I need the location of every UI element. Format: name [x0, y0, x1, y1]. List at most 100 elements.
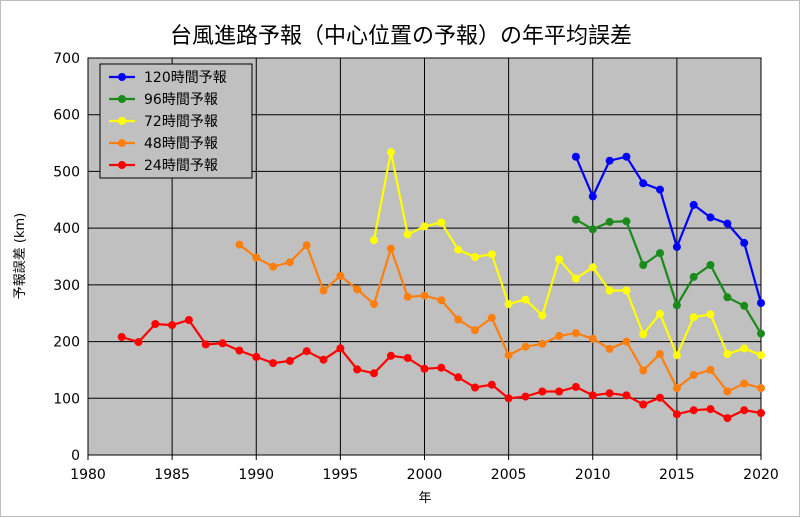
data-point	[571, 152, 580, 161]
data-point	[386, 351, 395, 360]
data-point	[622, 391, 631, 400]
data-point	[269, 359, 278, 368]
data-point	[672, 242, 681, 251]
data-point	[622, 217, 631, 226]
data-point	[689, 200, 698, 209]
data-point	[403, 230, 412, 239]
data-point	[639, 261, 648, 269]
data-point	[656, 393, 664, 402]
data-point	[672, 384, 681, 393]
data-point	[370, 300, 378, 309]
x-axis-ticks: 1980 1985 1990 1995 2000 2005 2010 2015 2020	[70, 455, 779, 483]
y-tick-label: 0	[71, 448, 80, 464]
data-point	[622, 337, 631, 346]
data-point	[454, 373, 463, 382]
data-point	[706, 213, 715, 222]
data-point	[588, 334, 597, 343]
y-tick-label: 700	[53, 51, 80, 67]
data-point	[588, 192, 597, 201]
data-point	[218, 339, 227, 348]
series-4	[117, 316, 765, 423]
data-point	[740, 379, 749, 388]
data-point	[672, 301, 681, 310]
data-point	[757, 409, 765, 417]
data-point	[689, 406, 698, 415]
data-point	[487, 313, 496, 322]
data-point	[454, 245, 463, 254]
data-point	[437, 296, 446, 305]
y-tick-label: 400	[53, 221, 80, 237]
data-point	[656, 350, 664, 358]
data-point	[117, 333, 126, 341]
data-point	[740, 344, 749, 353]
data-point	[319, 286, 328, 295]
data-point	[571, 215, 580, 224]
data-point	[403, 354, 412, 362]
data-point	[639, 366, 648, 375]
grid-lines	[88, 58, 761, 455]
data-point	[353, 285, 362, 294]
data-point	[252, 253, 261, 262]
x-tick-label: 1995	[323, 467, 359, 483]
data-point	[403, 292, 412, 301]
series-3	[235, 240, 765, 396]
data-point	[471, 253, 479, 262]
data-point	[235, 346, 244, 355]
data-point	[538, 311, 547, 320]
data-point	[471, 326, 479, 335]
legend-label: 72時間予報	[144, 114, 218, 130]
data-point	[757, 384, 765, 393]
data-point	[740, 406, 749, 415]
y-axis-label: 予報誤差 (km)	[12, 213, 28, 299]
data-point	[521, 295, 530, 304]
data-point	[302, 241, 311, 250]
data-point	[184, 316, 193, 324]
data-point	[605, 286, 614, 295]
data-point	[269, 262, 278, 271]
data-point	[386, 148, 395, 157]
x-tick-label: 1985	[154, 467, 190, 483]
data-point	[386, 244, 395, 253]
legend-label: 120時間予報	[144, 70, 227, 86]
data-point	[588, 263, 597, 272]
data-point	[437, 218, 446, 227]
data-point	[521, 392, 530, 401]
data-point	[370, 236, 378, 245]
data-point	[706, 310, 715, 319]
data-point	[672, 351, 681, 360]
x-tick-label: 2020	[743, 467, 779, 483]
data-point	[639, 179, 648, 188]
data-point	[689, 313, 698, 322]
data-point	[487, 250, 496, 259]
data-point	[723, 219, 732, 228]
x-tick-label: 1980	[70, 467, 106, 483]
series-group	[117, 148, 765, 423]
legend-label: 48時間予報	[144, 136, 218, 152]
data-point	[723, 387, 732, 396]
data-point	[706, 365, 715, 374]
data-point	[201, 340, 210, 349]
data-point	[555, 255, 564, 264]
data-point	[757, 299, 765, 307]
data-point	[437, 363, 446, 372]
legend: 120時間予報 96時間予報 72時間予報 48時間予報 24時間予報	[99, 63, 253, 179]
y-tick-label: 200	[53, 335, 80, 351]
data-point	[235, 240, 244, 249]
chart-title: 台風進路予報（中心位置の予報）の年平均誤差	[170, 24, 632, 49]
data-point	[723, 414, 732, 423]
data-point	[605, 156, 614, 165]
data-point	[353, 365, 362, 374]
data-point	[622, 286, 631, 295]
data-point	[723, 350, 732, 358]
y-axis-ticks: 0 100 200 300 400 500 600 700	[53, 51, 80, 464]
legend-marker	[118, 95, 126, 103]
data-point	[555, 387, 564, 396]
data-point	[285, 356, 294, 365]
data-point	[420, 364, 429, 373]
y-tick-label: 300	[53, 278, 80, 294]
data-point	[151, 320, 160, 328]
data-point	[370, 369, 378, 378]
data-point	[168, 321, 177, 330]
series-1	[571, 215, 765, 338]
data-point	[420, 291, 429, 300]
